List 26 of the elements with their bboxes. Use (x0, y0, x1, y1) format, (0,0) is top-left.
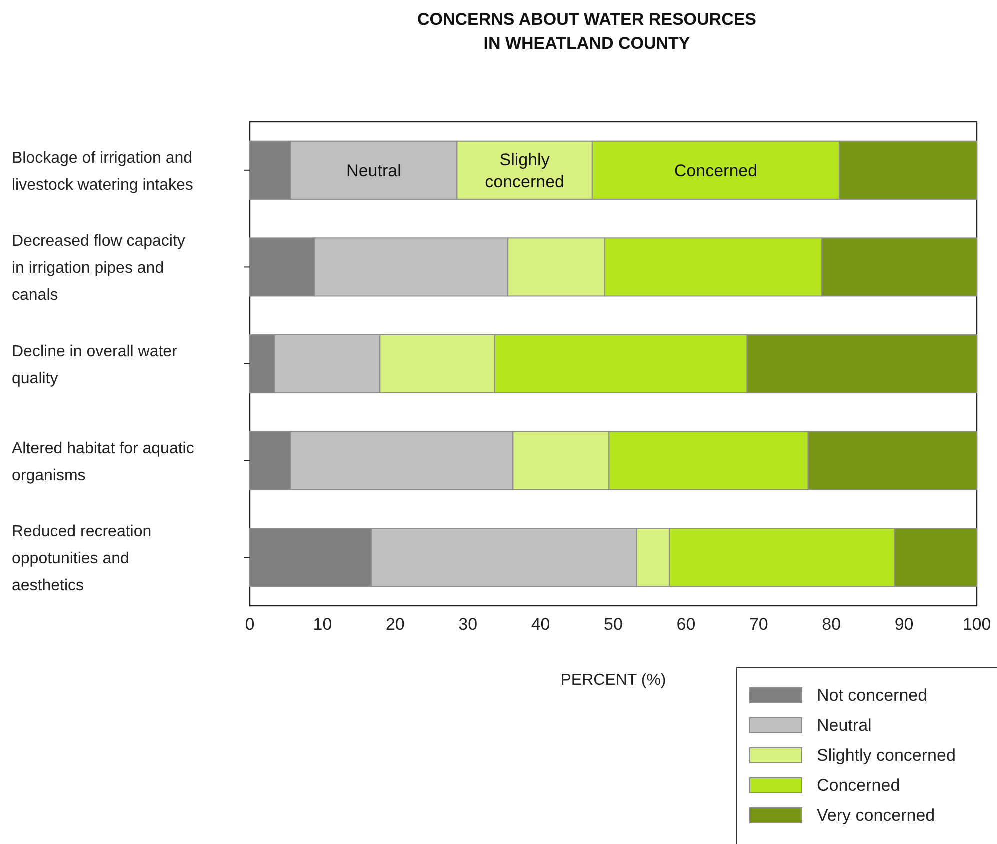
legend-label: Not concerned (817, 686, 928, 705)
x-tick-label: 40 (531, 615, 550, 634)
x-tick-label: 70 (749, 615, 768, 634)
annotation: Concerned (674, 161, 758, 180)
y-tick-label: Altered habitat for aquatic organisms (12, 440, 194, 484)
x-tick-label: 10 (313, 615, 332, 634)
x-tick-label: 30 (458, 615, 478, 634)
x-tick-label: 80 (822, 615, 842, 634)
x-tick-label: 60 (676, 615, 696, 634)
y-tick-label: Reduced recreation oppotunities and aesthetics (12, 524, 152, 595)
x-tick-label: 90 (894, 615, 914, 634)
x-tick-label: 50 (604, 615, 623, 634)
x-tick-label: 20 (386, 615, 405, 634)
annotation: Slighly concerned (485, 150, 564, 192)
y-tick-label: Decreased flow capacity in irrigation pipes and canals (12, 233, 186, 304)
legend-label: Very concerned (817, 806, 936, 825)
annotation: Neutral (346, 161, 402, 180)
y-tick-label: Blockage of irrigation and livestock watering intakes (12, 150, 194, 194)
legend-label: Concerned (817, 776, 900, 795)
x-axis-title: PERCENT (%) (560, 672, 666, 689)
y-tick-label: Decline in overall water quality (12, 344, 178, 388)
x-tick-label: 0 (245, 615, 255, 634)
legend-label: Neutral (817, 716, 872, 735)
legend-label: Slightly concerned (817, 746, 956, 765)
chart-title: CONCERNS ABOUT WATER RESOURCES IN WHEATLAND COUNTY (417, 10, 757, 53)
x-tick-label: 100 (962, 615, 992, 634)
